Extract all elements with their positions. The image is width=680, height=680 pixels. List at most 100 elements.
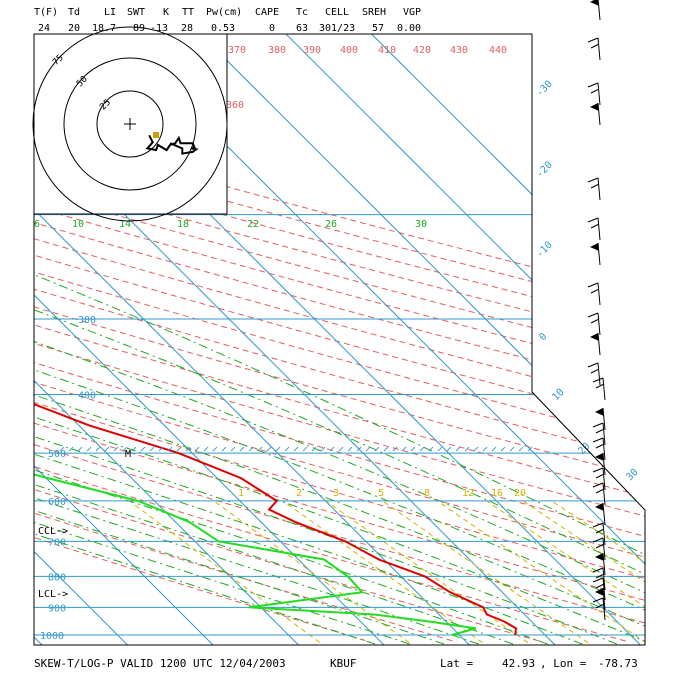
header-value-pw: 0.53 — [211, 23, 235, 34]
dry-adiabat-label: 390 — [303, 45, 321, 56]
dry-adiabat-line — [34, 34, 645, 643]
mixing-ratio-line — [213, 500, 417, 645]
isotherm-label: -30 — [534, 79, 555, 100]
footer-lat-label: Lat = — [440, 657, 473, 670]
level-tick — [248, 446, 254, 452]
moist-adiabat-label: 14 — [119, 219, 131, 230]
level-tick — [392, 446, 398, 452]
dry-adiabat-label: 380 — [268, 45, 286, 56]
dry-adiabat-line — [34, 34, 645, 643]
wind-barb — [590, 102, 601, 126]
header-value-tc: 63 — [296, 23, 308, 34]
level-tick — [500, 446, 506, 452]
level-tick — [113, 446, 119, 452]
moist-adiabat-line — [34, 212, 617, 645]
header-value-td: 20 — [68, 23, 80, 34]
moist-adiabat-line — [34, 212, 645, 645]
footer-lon-label: , Lon = — [540, 657, 587, 670]
wind-barb — [590, 332, 601, 356]
level-tick — [410, 446, 416, 452]
moist-adiabat-line — [34, 212, 548, 645]
level-tick — [275, 446, 281, 452]
wind-barb — [592, 537, 606, 561]
level-tick — [347, 446, 353, 452]
mixing-ratio-lines — [129, 500, 645, 645]
wind-barb — [592, 577, 606, 601]
dry-adiabat-line — [34, 34, 645, 643]
level-tick — [419, 446, 425, 452]
mixing-ratio-line — [486, 500, 645, 645]
level-tick — [428, 446, 434, 452]
level-tick — [185, 446, 191, 452]
dry-adiabat-line — [34, 34, 543, 643]
moist-adiabat-label: 6 — [34, 219, 40, 230]
dry-adiabat-line — [34, 34, 645, 643]
mixing-ratio-line — [551, 500, 645, 645]
level-tick — [320, 446, 326, 452]
mixing-ratio-line — [282, 500, 491, 645]
level-tick — [293, 446, 299, 452]
level-tick — [131, 446, 137, 452]
level-tick — [203, 446, 209, 452]
pressure-label-800: 800 — [48, 572, 66, 583]
isotherm-line — [34, 34, 470, 645]
pressure-label-500: 500 — [48, 449, 66, 460]
moist-adiabat-label: 10 — [72, 219, 84, 230]
level-tick — [464, 446, 470, 452]
mixing-ratio-line — [436, 500, 645, 645]
isotherm-label: 0 — [537, 331, 549, 343]
mixing-ratio-line — [325, 500, 536, 645]
dry-adiabat-line — [34, 34, 645, 643]
dry-adiabat-label: 420 — [413, 45, 431, 56]
level-tick — [383, 446, 389, 452]
header-value-k: -13 — [150, 23, 168, 34]
level-tick — [401, 446, 407, 452]
level-tick — [86, 446, 92, 452]
mixing-ratio-label: 2 — [296, 488, 302, 499]
level-tick — [212, 446, 218, 452]
moist-adiabat-line — [34, 212, 479, 645]
footer: SKEW-T/LOG-P VALID 1200 UTC 12/04/2003 K… — [34, 657, 638, 670]
wind-barb — [587, 37, 601, 61]
header-value-li: 18.7 — [92, 23, 116, 34]
header-label-tc: Tc — [296, 7, 308, 18]
hodograph-ring-25 — [96, 90, 164, 158]
moist-adiabat-line — [34, 212, 645, 645]
wind-barb — [587, 282, 601, 306]
temperature-profile — [34, 42, 518, 636]
level-tick — [230, 446, 236, 452]
level-tick — [194, 446, 200, 452]
wind-barb — [590, 242, 601, 266]
pressure-label-700: 700 — [48, 537, 66, 548]
dewpoint-profile — [34, 270, 477, 636]
header-value-vgp: 0.00 — [397, 23, 421, 34]
moist-adiabat-line — [34, 212, 645, 645]
header-value-sreh: 57 — [372, 23, 384, 34]
header-label-tt: TT — [182, 7, 194, 18]
level-tick — [257, 446, 263, 452]
level-tick — [311, 446, 317, 452]
level-tick — [95, 446, 101, 452]
moist-adiabat-label: 26 — [325, 219, 337, 230]
dry-adiabat-label: 410 — [378, 45, 396, 56]
wind-barb — [592, 482, 606, 506]
header-value-cape: 0 — [269, 23, 275, 34]
mixing-ratio-label: 16 — [491, 488, 503, 499]
isobars — [34, 214, 645, 636]
mixing-ratio-label: 3 — [333, 488, 339, 499]
moist-adiabat-label: 22 — [247, 219, 259, 230]
level-tick — [365, 446, 371, 452]
header-value-tf: 24 — [38, 23, 50, 34]
header-value-cell: 301/23 — [319, 23, 355, 34]
header-label-li: LI — [104, 7, 116, 18]
header-label-pw: Pw(cm) — [206, 7, 242, 18]
header-label-swt: SWT — [127, 7, 145, 18]
pressure-label-300: 300 — [78, 315, 96, 326]
level-tick — [239, 446, 245, 452]
isotherm-label: 20 — [576, 441, 592, 457]
dry-adiabat-label: 430 — [450, 45, 468, 56]
level-tick — [527, 446, 533, 452]
level-tick — [266, 446, 272, 452]
footer-lat: 42.93 — [502, 657, 535, 670]
wind-barb — [592, 597, 606, 621]
